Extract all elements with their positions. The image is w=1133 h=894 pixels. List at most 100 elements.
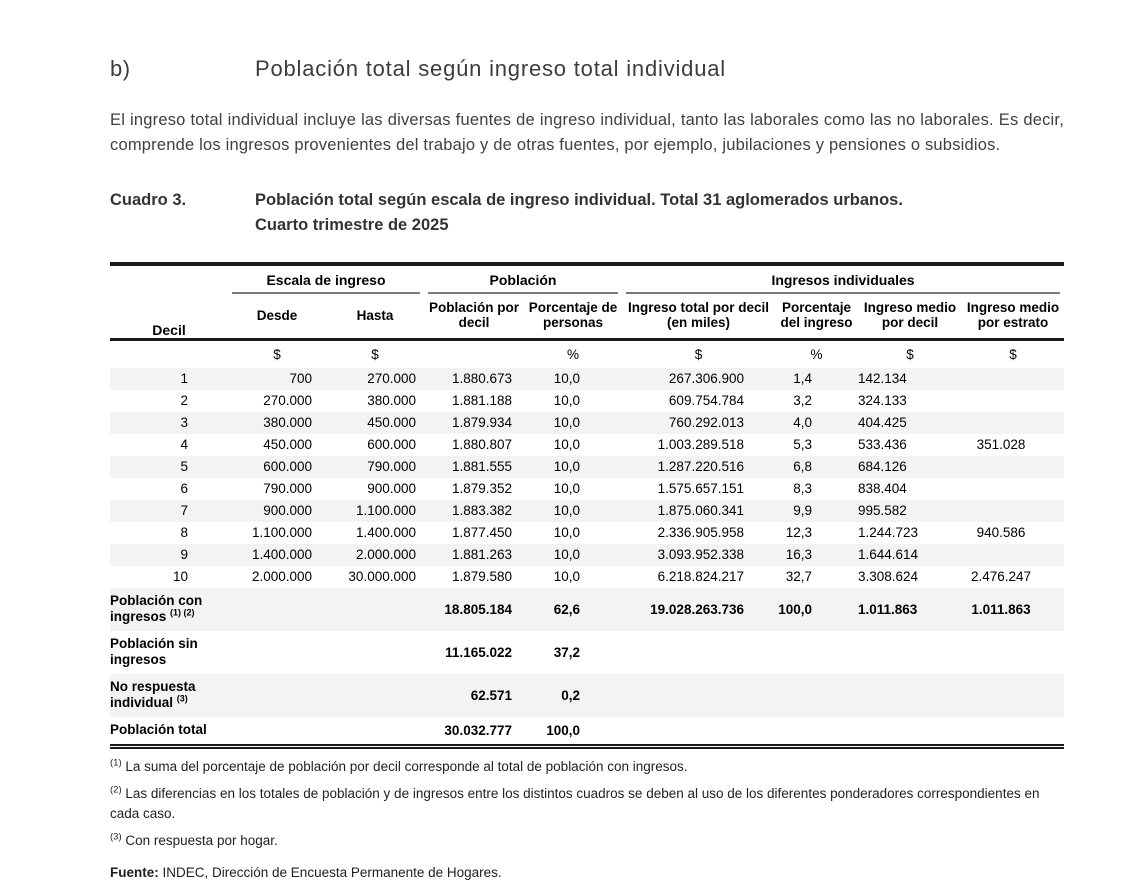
decile-cell: 404.425 <box>858 415 907 430</box>
decile-cell: 16,3 <box>785 547 812 562</box>
decile-cell: 9 <box>180 547 188 562</box>
footnote-1-text: La suma del porcentaje de población por … <box>125 759 688 774</box>
decile-cell: 1.575.657.151 <box>657 481 744 496</box>
source-label: Fuente: <box>110 865 159 880</box>
summary-label-footnote-marker: (3) <box>176 693 188 704</box>
summary-cell: 19.028.263.736 <box>650 601 744 617</box>
decile-cell: 324.133 <box>858 393 907 408</box>
decile-cell <box>962 456 1064 478</box>
summary-label: Población total <box>110 717 424 749</box>
summary-cell <box>622 674 775 717</box>
section-label: b) <box>110 56 131 81</box>
decile-cell: 10,0 <box>553 393 580 408</box>
decile-row: 5 600.000 790.000 1.881.555 10,0 1.287.220.51… <box>110 456 1065 478</box>
decile-row: 3 380.000 450.000 1.879.934 10,0 760.292.013 4… <box>110 412 1065 434</box>
column-header-desde: Desde <box>228 294 326 341</box>
summary-cell: 62,6 <box>553 601 580 617</box>
column-header-ingreso-medio-estrato: Ingreso medio por estrato <box>962 294 1065 341</box>
decile-cell: 1.100.000 <box>251 525 312 540</box>
decile-row: 1 700 270.000 1.880.673 10,0 267.306.900 1,4 14… <box>110 368 1065 390</box>
unit-cell: $ <box>694 347 703 362</box>
decile-cell: 10,0 <box>553 371 580 386</box>
decile-cell: 450.000 <box>263 437 312 452</box>
decile-cell: 5 <box>180 459 188 474</box>
decile-cell <box>962 478 1064 500</box>
decile-cell: 8,3 <box>793 481 812 496</box>
decile-cell: 1,4 <box>793 371 812 386</box>
unit-cell-decil <box>110 340 228 369</box>
decile-cell: 10,0 <box>553 503 580 518</box>
decile-cell: 30.000.000 <box>348 569 416 584</box>
decile-cell: 1.880.673 <box>451 371 512 386</box>
decile-cell <box>962 390 1064 412</box>
decile-cell: 1.400.000 <box>251 547 312 562</box>
column-group-ingresos-label: Ingresos individuales <box>626 272 1061 294</box>
footnote-3-marker: (3) <box>110 831 122 843</box>
decile-row: 4 450.000 600.000 1.880.807 10,0 1.003.289.51… <box>110 434 1064 456</box>
page-title: Población total según ingreso total indi… <box>255 56 726 81</box>
column-header-hasta: Hasta <box>326 294 424 341</box>
summary-cell <box>858 717 962 749</box>
summary-cell: 30.032.777 <box>424 717 524 749</box>
decile-cell: 790.000 <box>263 481 312 496</box>
summary-cell <box>775 717 858 749</box>
decile-cell: 760.292.013 <box>668 415 744 430</box>
summary-label: Población con ingresos (1) (2) <box>110 593 203 624</box>
column-header-poblacion-por-decil: Población por decil <box>424 294 524 341</box>
decile-cell: 600.000 <box>263 459 312 474</box>
summary-cell: 100,0 <box>778 601 812 617</box>
decile-cell: 1.879.934 <box>451 415 512 430</box>
decile-cell: 1.644.614 <box>858 547 919 562</box>
table-caption-line2: Cuarto trimestre de 2025 <box>255 216 449 234</box>
column-header-porcentaje-personas: Porcentaje de personas <box>524 294 622 341</box>
footnote-2: (2) Las diferencias en los totales de po… <box>110 784 1064 824</box>
decile-cell <box>962 412 1064 434</box>
decile-cell: 4,0 <box>793 415 812 430</box>
summary-cell <box>775 674 858 717</box>
column-group-escala-label: Escala de ingreso <box>232 272 420 294</box>
decile-cell: 900.000 <box>263 503 312 518</box>
decile-cell: 270.000 <box>367 371 416 386</box>
summary-cell <box>962 674 1064 717</box>
decile-cell: 450.000 <box>367 415 416 430</box>
decile-cell: 1.881.555 <box>451 459 512 474</box>
sub-header-row: Desde Hasta Población por decil Porcenta… <box>110 294 1065 341</box>
footnote-3: (3) Con respuesta por hogar. <box>110 831 1064 851</box>
decile-cell: 10,0 <box>553 415 580 430</box>
column-header-ingreso-medio-decil: Ingreso medio por decil <box>858 294 962 341</box>
column-group-ingresos-individuales: Ingresos individuales <box>622 264 1064 294</box>
table-caption-label: Cuadro 3. <box>110 191 187 209</box>
decile-cell: 12,3 <box>785 525 812 540</box>
decile-cell: 533.436 <box>858 437 907 452</box>
decile-cell: 270.000 <box>263 393 312 408</box>
column-group-poblacion: Población <box>424 264 622 294</box>
summary-cell <box>962 717 1065 749</box>
decile-cell: 1.400.000 <box>355 525 416 540</box>
summary-cell: 11.165.022 <box>445 644 512 660</box>
decile-cell: 1.244.723 <box>858 525 919 540</box>
decile-cell: 10,0 <box>553 547 580 562</box>
summary-cell: 1.011.863 <box>971 601 1031 617</box>
column-header-decil: Decil <box>110 264 228 341</box>
summary-cell: 0,2 <box>561 687 580 703</box>
decile-cell: 1.883.382 <box>451 503 512 518</box>
unit-cell: $ <box>371 347 379 362</box>
decile-row: 9 1.400.000 2.000.000 1.881.263 10,0 3.093.95… <box>110 544 1065 566</box>
decile-cell: 351.028 <box>976 437 1026 452</box>
unit-cell: $ <box>906 347 914 362</box>
decile-cell: 267.306.900 <box>668 371 744 386</box>
summary-label: Población sin ingresos <box>110 636 198 667</box>
decile-cell: 1.881.188 <box>451 393 512 408</box>
decile-cell: 2 <box>180 393 188 408</box>
summary-row: Población con ingresos (1) (2) 18.805.184… <box>110 588 1065 631</box>
source-line: Fuente: INDEC, Dirección de Encuesta Per… <box>110 863 1064 883</box>
decile-cell: 10,0 <box>553 525 580 540</box>
decile-cell: 1.879.580 <box>451 569 512 584</box>
decile-cell: 8 <box>180 525 188 540</box>
decile-cell: 684.126 <box>858 459 907 474</box>
summary-cell <box>622 717 775 749</box>
footnote-1-marker: (1) <box>110 757 122 769</box>
summary-cell <box>622 631 775 674</box>
decile-cell: 995.582 <box>858 503 907 518</box>
